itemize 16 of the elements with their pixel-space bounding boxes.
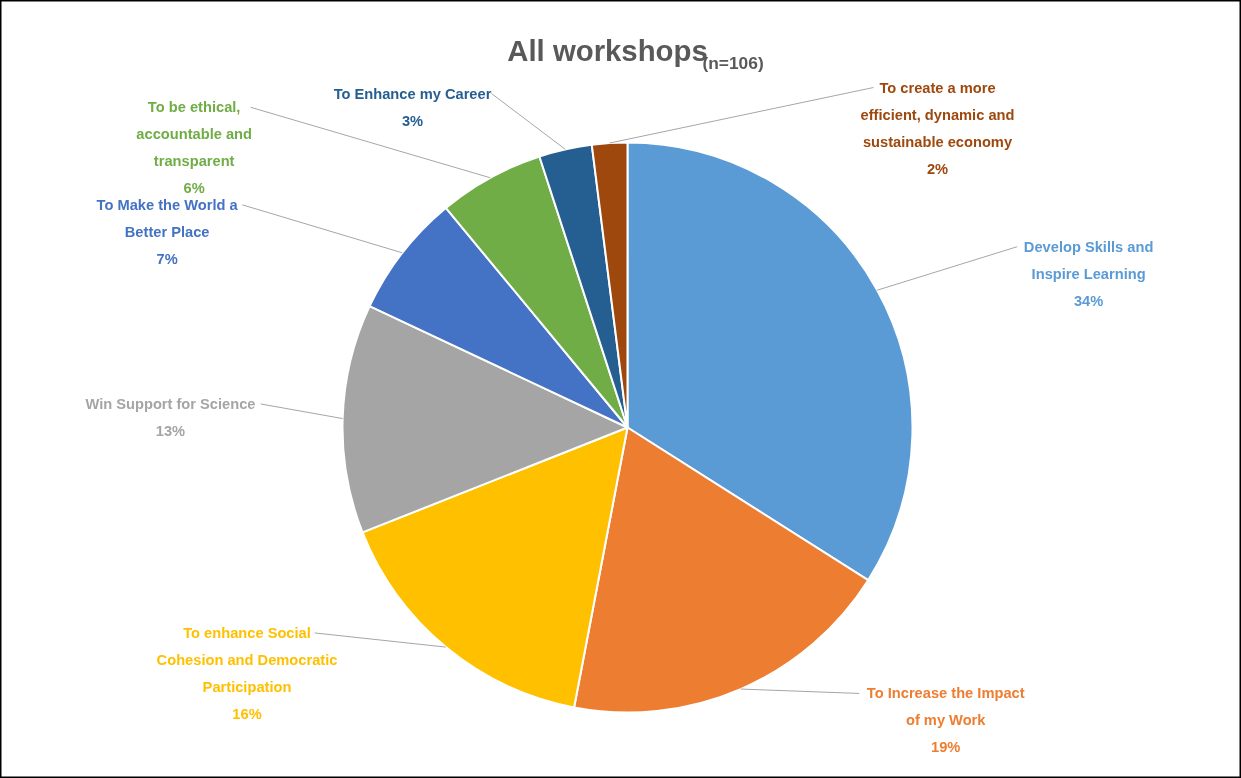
slice-label: Develop Skills and Inspire Learning bbox=[1023, 238, 1154, 282]
data-label: 6% bbox=[183, 180, 205, 197]
data-label: 7% bbox=[156, 250, 178, 267]
data-label: 3% bbox=[401, 112, 424, 129]
slice-label: To Make the World a Better Place bbox=[96, 196, 239, 240]
data-label: 13% bbox=[155, 422, 186, 439]
data-label: 19% bbox=[931, 739, 961, 756]
data-label: 2% bbox=[926, 160, 949, 177]
slice-label: To Enhance my Career bbox=[333, 85, 492, 102]
slice-label: To be ethical, accountable and transparent bbox=[136, 99, 252, 170]
slice-label: To Increase the Impact of my Work bbox=[866, 685, 1025, 729]
slice-label: To create a more efficient, dynamic and sustainable economy bbox=[860, 79, 1015, 150]
slice-label: Win Support for Science bbox=[85, 395, 256, 412]
slice-label: To enhance Social Cohesion and Democratic Participation bbox=[156, 624, 338, 695]
data-label: 16% bbox=[232, 705, 262, 722]
data-label: 34% bbox=[1073, 292, 1104, 309]
